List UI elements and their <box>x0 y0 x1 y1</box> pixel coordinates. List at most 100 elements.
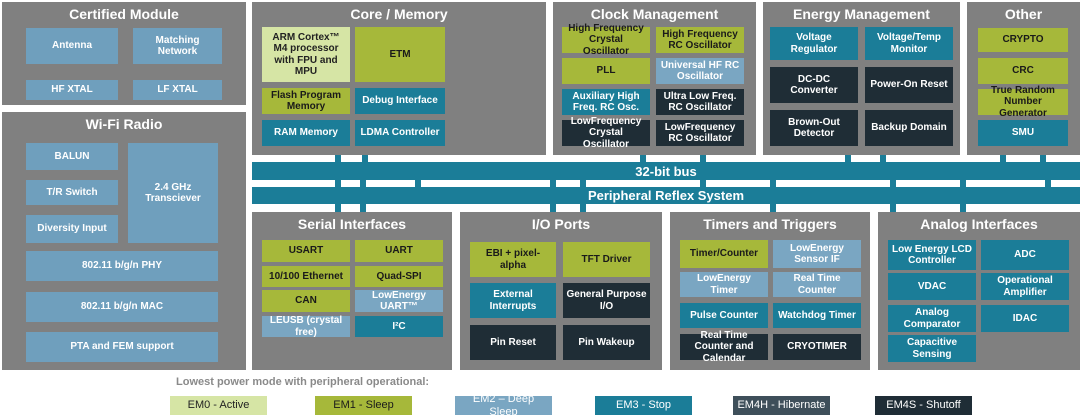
block: Flash Program Memory <box>262 88 350 114</box>
bus-bar: 32-bit bus <box>252 162 1080 180</box>
block: Timer/Counter <box>680 240 768 268</box>
connector <box>335 180 341 187</box>
block: Brown-Out Detector <box>770 110 858 146</box>
block: LowFrequency Crystal Oscillator <box>562 116 650 150</box>
connector <box>700 180 706 187</box>
legend-item: EM0 - Active <box>170 396 267 415</box>
legend-item: EM4H - Hibernate <box>733 396 830 415</box>
connector <box>550 180 556 187</box>
panel-title: Certified Module <box>69 6 179 22</box>
block: 10/100 Ethernet <box>262 266 350 287</box>
legend-item: EM4S - Shutoff <box>875 396 972 415</box>
legend-item: EM3 - Stop <box>595 396 692 415</box>
panel-title: Energy Management <box>793 6 930 22</box>
block: Pin Reset <box>470 325 556 360</box>
block: 802.11 b/g/n PHY <box>26 251 218 281</box>
block: ADC <box>981 240 1069 270</box>
block: External Interrupts <box>470 283 556 318</box>
block: LowFrequency RC Oscillator <box>656 120 744 146</box>
block: BALUN <box>26 143 118 170</box>
block: CRYOTIMER <box>773 334 861 360</box>
block: I²C <box>355 316 443 337</box>
panel-title: Serial Interfaces <box>297 216 407 232</box>
block: General Purpose I/O <box>563 283 650 318</box>
block: SMU <box>978 120 1068 146</box>
block: Voltage/Temp Monitor <box>865 27 953 60</box>
block: PTA and FEM support <box>26 332 218 362</box>
connector <box>960 204 966 212</box>
block: Pin Wakeup <box>563 325 650 360</box>
connector <box>960 180 966 187</box>
connector <box>550 204 556 212</box>
block: Antenna <box>26 28 118 64</box>
panel-title: Other <box>1004 6 1043 22</box>
connector <box>770 180 776 187</box>
block: VDAC <box>888 273 976 300</box>
block: Quad-SPI <box>355 266 443 287</box>
connector <box>335 155 341 162</box>
block: Power-On Reset <box>865 67 953 103</box>
block: ARM Cortex™ M4 processor with FPU and MP… <box>262 27 350 82</box>
connector <box>890 204 896 212</box>
connector <box>890 180 896 187</box>
block: EBI + pixel-alpha <box>470 242 556 277</box>
legend-item: EM2 – Deep Sleep <box>455 393 552 417</box>
block: Analog Comparator <box>888 305 976 332</box>
bus-bar: Peripheral Reflex System <box>252 187 1080 204</box>
panel-title: I/O Ports <box>531 216 591 232</box>
block: Universal HF RC Oscillator <box>656 58 744 84</box>
connector <box>580 204 586 212</box>
connector <box>360 180 366 187</box>
block: LDMA Controller <box>355 120 445 146</box>
connector <box>362 155 368 162</box>
block: High Frequency Crystal Oscillator <box>562 23 650 57</box>
block: CAN <box>262 290 350 312</box>
connector <box>415 180 421 187</box>
block: 2.4 GHz Transciever <box>128 143 218 243</box>
connector <box>640 155 646 162</box>
block: ETM <box>355 27 445 82</box>
panel-title: Analog Interfaces <box>920 216 1038 232</box>
block: T/R Switch <box>26 180 118 205</box>
block: LEUSB (crystal free) <box>262 315 350 338</box>
block: Capacitive Sensing <box>888 335 976 362</box>
legend-caption: Lowest power mode with peripheral operat… <box>176 376 430 388</box>
block: High Frequency RC Oscillator <box>656 27 744 53</box>
connector <box>1000 155 1006 162</box>
legend-item: EM1 - Sleep <box>315 396 412 415</box>
connector <box>1040 155 1046 162</box>
block: LowEnergy Sensor IF <box>773 240 861 268</box>
panel-title: Timers and Triggers <box>703 216 837 232</box>
block: LF XTAL <box>133 80 222 100</box>
block: 802.11 b/g/n MAC <box>26 292 218 322</box>
block: USART <box>262 240 350 262</box>
connector <box>770 204 776 212</box>
connector <box>880 155 886 162</box>
block: UART <box>355 240 443 262</box>
block: CRC <box>978 58 1068 84</box>
block: CRYPTO <box>978 28 1068 52</box>
block: TFT Driver <box>563 242 650 277</box>
panel-title: Clock Management <box>590 6 719 22</box>
block: Auxiliary High Freq. RC Osc. <box>562 89 650 115</box>
block: Pulse Counter <box>680 303 768 328</box>
block: RAM Memory <box>262 120 350 146</box>
block: LowEnergy Timer <box>680 272 768 297</box>
block: DC-DC Converter <box>770 67 858 103</box>
block: PLL <box>562 58 650 84</box>
block: IDAC <box>981 305 1069 332</box>
block: Operational Amplifier <box>981 273 1069 300</box>
block: Real Time Counter and Calendar <box>680 330 768 364</box>
block: Voltage Regulator <box>770 27 858 60</box>
block: Watchdog Timer <box>773 303 861 328</box>
block: Matching Network <box>133 28 222 64</box>
connector <box>1045 180 1051 187</box>
panel-title: Core / Memory <box>350 6 448 22</box>
block: Real Time Counter <box>773 272 861 297</box>
block: Backup Domain <box>865 110 953 146</box>
connector <box>580 180 586 187</box>
block: LowEnergy UART™ <box>355 290 443 312</box>
connector <box>845 155 851 162</box>
block: Diversity Input <box>26 215 118 243</box>
